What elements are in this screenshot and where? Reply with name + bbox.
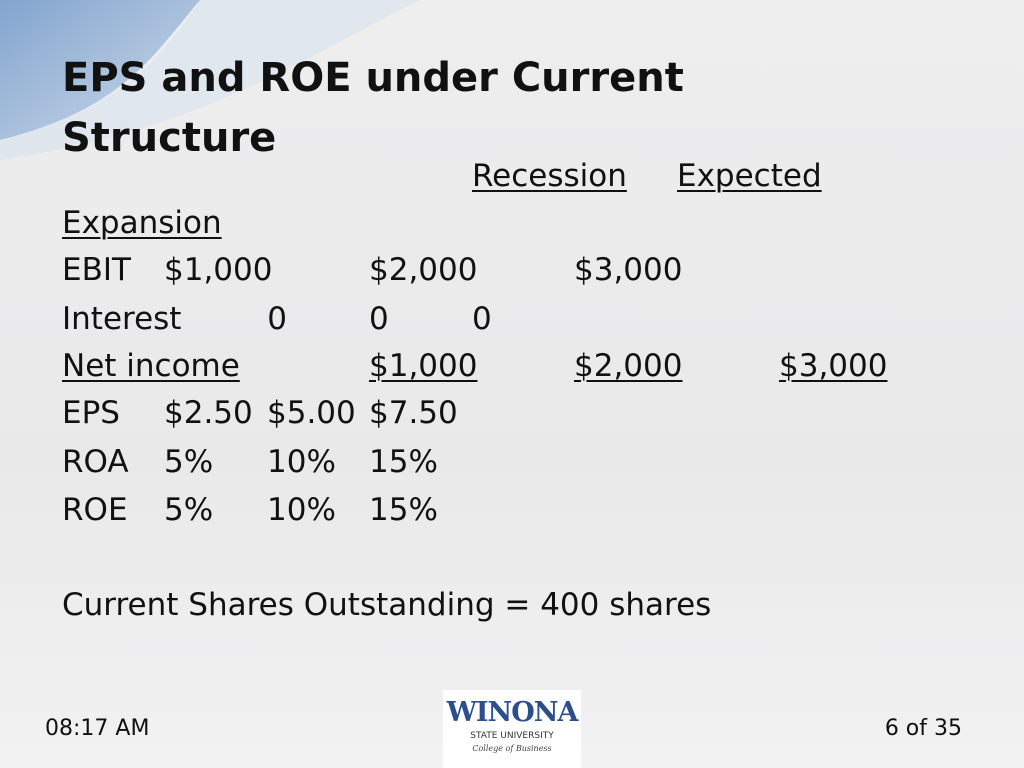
cell: 0 xyxy=(267,301,287,337)
cell: 0 xyxy=(472,301,492,337)
row-label: EBIT xyxy=(62,252,131,288)
cell: 15% xyxy=(369,492,438,528)
slide-title: EPS and ROE under Current Structure xyxy=(62,55,684,161)
row-label: EPS xyxy=(62,395,120,431)
cell: $2,000 xyxy=(574,348,683,384)
row-label: ROA xyxy=(62,444,129,480)
cell: 0 xyxy=(369,301,389,337)
cell: $3,000 xyxy=(779,348,888,384)
background-swoosh xyxy=(0,0,420,160)
logo-college: College of Business xyxy=(472,744,552,753)
cell: $7.50 xyxy=(369,395,458,431)
logo-name: WINONA xyxy=(446,697,579,728)
cell: 15% xyxy=(369,444,438,480)
cell: 5% xyxy=(164,444,214,480)
logo-subtitle: STATE UNIVERSITY xyxy=(470,731,554,741)
logo: WINONA STATE UNIVERSITY College of Busin… xyxy=(443,690,581,768)
row-label: ROE xyxy=(62,492,128,528)
time: 08:17 AM xyxy=(45,716,150,741)
column-header: Recession xyxy=(472,158,627,194)
cell: $2.50 xyxy=(164,395,253,431)
row-label: Net income xyxy=(62,348,240,384)
cell: 10% xyxy=(267,492,336,528)
cell: $2,000 xyxy=(369,252,478,288)
page-number: 6 of 35 xyxy=(884,716,962,741)
cell: $1,000 xyxy=(164,252,273,288)
cell: 10% xyxy=(267,444,336,480)
note: Current Shares Outstanding = 400 shares xyxy=(62,587,712,623)
column-header: Expansion xyxy=(62,205,222,241)
cell: 5% xyxy=(164,492,214,528)
row-label: Interest xyxy=(62,301,182,337)
cell: $1,000 xyxy=(369,348,478,384)
cell: $3,000 xyxy=(574,252,683,288)
cell: $5.00 xyxy=(267,395,356,431)
column-header: Expected xyxy=(677,158,822,194)
